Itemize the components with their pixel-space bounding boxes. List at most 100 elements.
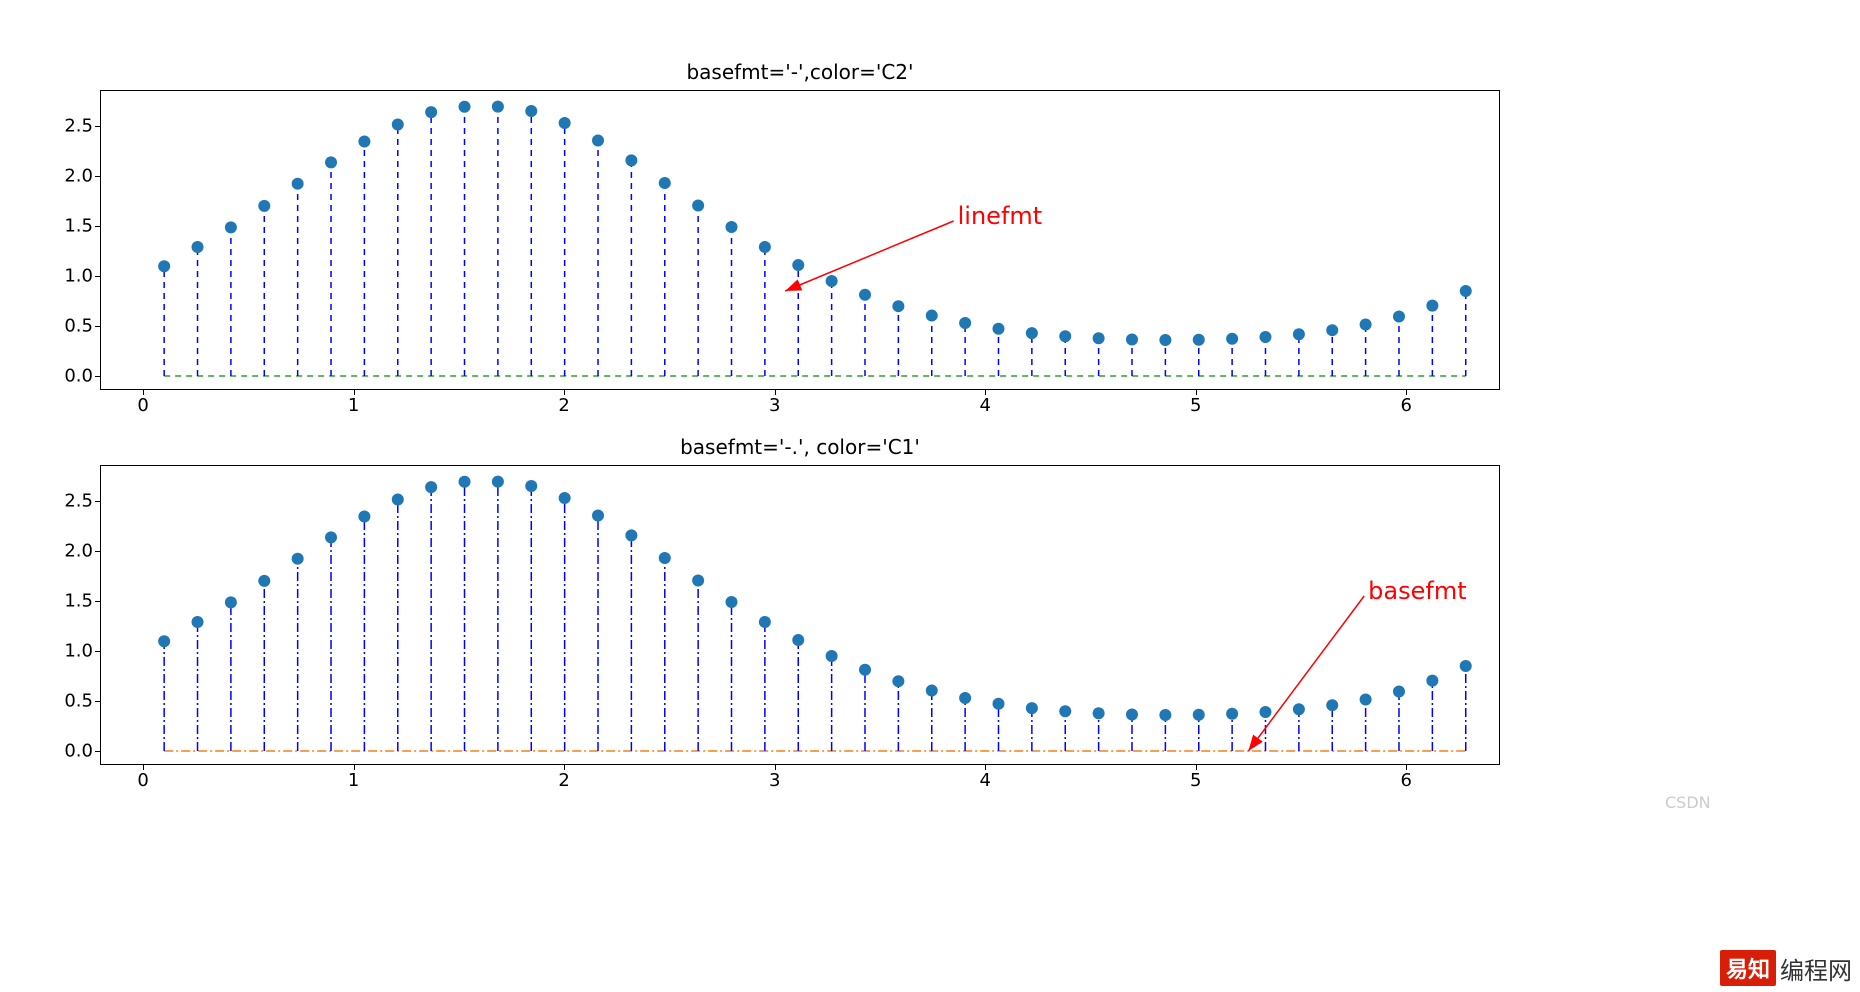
x-tick-mark (1196, 764, 1197, 770)
stem-marker (1226, 333, 1238, 345)
watermark-csdn: CSDN (1665, 793, 1711, 986)
y-tick-mark (95, 226, 101, 227)
stem-marker (1026, 702, 1038, 714)
annotation-arrow-head (785, 279, 802, 291)
annotation-arrow-head (1248, 735, 1262, 751)
annotation-arrow-line (785, 221, 953, 291)
stem-marker (225, 596, 237, 608)
stem-marker (859, 289, 871, 301)
stem-marker (1360, 693, 1372, 705)
stem-marker (1259, 331, 1271, 343)
y-tick-mark (95, 126, 101, 127)
stem-marker (525, 480, 537, 492)
stem-marker (325, 156, 337, 168)
stem-marker (459, 101, 471, 113)
stem-marker (1126, 334, 1138, 346)
stem-marker (1393, 686, 1405, 698)
stem-marker (1293, 703, 1305, 715)
stem-marker (1059, 705, 1071, 717)
plot-title-bottom: basefmt='-.', color='C1' (100, 435, 1500, 459)
y-tick-mark (95, 176, 101, 177)
stem-marker (959, 692, 971, 704)
x-tick-mark (143, 389, 144, 395)
stem-marker (425, 106, 437, 118)
stem-svg-top (101, 91, 1501, 391)
stem-marker (859, 664, 871, 676)
stem-marker (692, 200, 704, 212)
stem-marker (1159, 709, 1171, 721)
stem-marker (792, 634, 804, 646)
stem-marker (192, 241, 204, 253)
x-tick-mark (775, 764, 776, 770)
x-tick-mark (564, 389, 565, 395)
stem-marker (759, 241, 771, 253)
y-tick-mark (95, 751, 101, 752)
stem-marker (625, 154, 637, 166)
stem-marker (425, 481, 437, 493)
y-tick-mark (95, 501, 101, 502)
x-tick-mark (354, 389, 355, 395)
y-tick-mark (95, 601, 101, 602)
annotation-linefmt: linefmt (958, 202, 1043, 230)
stem-marker (1360, 318, 1372, 330)
stem-marker (1426, 675, 1438, 687)
stem-marker (358, 510, 370, 522)
annotation-basefmt: basefmt (1368, 577, 1466, 605)
stem-marker (625, 529, 637, 541)
y-tick-mark (95, 376, 101, 377)
stem-marker (1126, 709, 1138, 721)
stem-marker (926, 310, 938, 322)
stem-marker (325, 531, 337, 543)
stem-marker (792, 259, 804, 271)
stem-marker (1460, 285, 1472, 297)
stem-marker (692, 575, 704, 587)
x-tick-mark (143, 764, 144, 770)
stem-marker (826, 650, 838, 662)
stem-marker (1426, 300, 1438, 312)
y-tick-mark (95, 326, 101, 327)
stem-plot-top: linefmt 0.00.51.01.52.02.50123456 (100, 90, 1500, 390)
stem-marker (1093, 332, 1105, 344)
stem-marker (559, 492, 571, 504)
stem-marker (292, 553, 304, 565)
watermark-logo-icon: 易知 (1720, 950, 1776, 986)
stem-marker (992, 698, 1004, 710)
stem-marker (1093, 707, 1105, 719)
y-tick-mark (95, 651, 101, 652)
x-tick-mark (985, 764, 986, 770)
annotation-arrow-line (1248, 596, 1364, 751)
stem-marker (759, 616, 771, 628)
stem-marker (392, 494, 404, 506)
watermark-right: 易知 编程网 (1720, 950, 1852, 986)
stem-svg-bottom (101, 466, 1501, 766)
y-tick-mark (95, 276, 101, 277)
stem-marker (826, 275, 838, 287)
stem-marker (1326, 699, 1338, 711)
stem-marker (1393, 311, 1405, 323)
stem-marker (158, 260, 170, 272)
stem-marker (1193, 334, 1205, 346)
stem-marker (592, 510, 604, 522)
stem-marker (225, 221, 237, 233)
stem-marker (559, 117, 571, 129)
x-tick-mark (1196, 389, 1197, 395)
stem-marker (892, 300, 904, 312)
stem-marker (659, 552, 671, 564)
x-tick-mark (775, 389, 776, 395)
stem-marker (1159, 334, 1171, 346)
stem-marker (1293, 328, 1305, 340)
stem-marker (1326, 324, 1338, 336)
x-tick-mark (1406, 764, 1407, 770)
stem-marker (592, 135, 604, 147)
stem-marker (158, 635, 170, 647)
stem-marker (659, 177, 671, 189)
stem-marker (492, 476, 504, 488)
x-tick-mark (1406, 389, 1407, 395)
plot-title-top: basefmt='-',color='C2' (100, 60, 1500, 84)
x-tick-mark (985, 389, 986, 395)
stem-marker (892, 675, 904, 687)
x-tick-mark (354, 764, 355, 770)
stem-marker (926, 685, 938, 697)
x-tick-mark (564, 764, 565, 770)
stem-marker (1026, 327, 1038, 339)
